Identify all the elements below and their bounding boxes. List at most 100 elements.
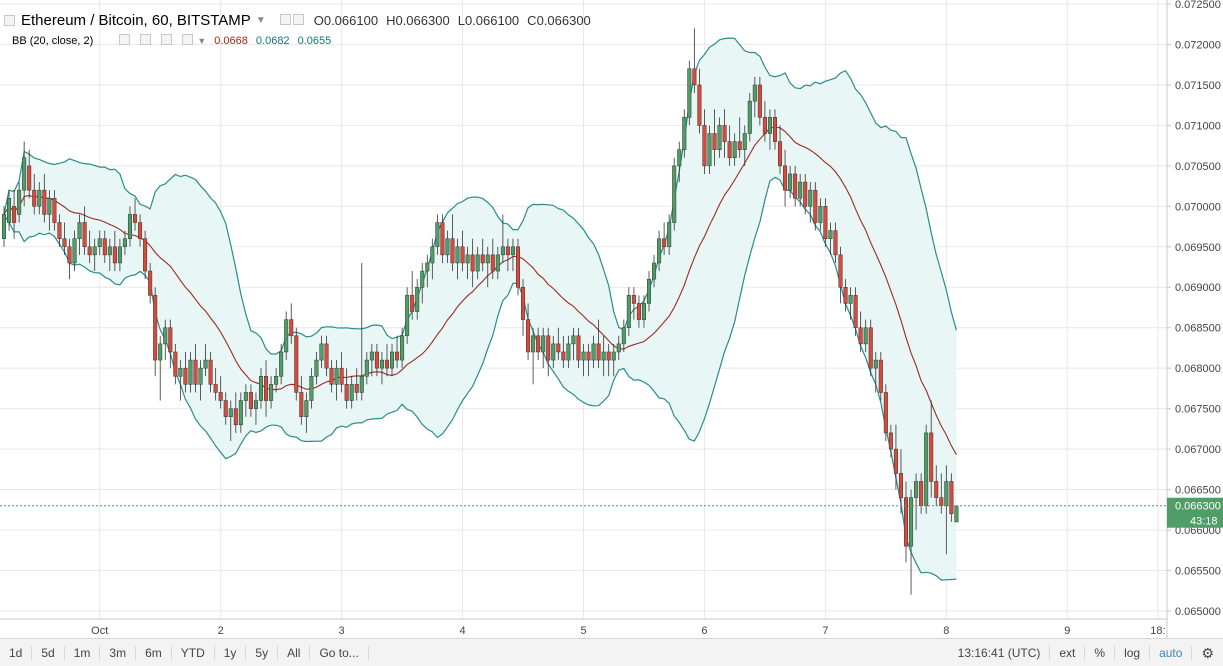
eye-icon[interactable]: [279, 13, 293, 28]
candle-body: [389, 351, 395, 369]
candle-body: [57, 222, 62, 239]
indicator-settings-icon[interactable]: [132, 34, 153, 48]
candle-body: [672, 165, 677, 223]
ext-toggle[interactable]: ext: [1049, 645, 1084, 660]
range-1d[interactable]: 1d: [0, 645, 33, 660]
candle-body: [148, 270, 153, 296]
indicator-label[interactable]: BB (20, close, 2): [12, 35, 94, 47]
candle-body: [828, 230, 833, 239]
candle-body: [153, 295, 158, 361]
candle-body: [218, 392, 223, 401]
bottom-toolbar: 1d 5d 1m 3m 6m YTD 1y 5y All Go to... 13…: [0, 638, 1223, 666]
candle-body: [521, 286, 526, 320]
range-all[interactable]: All: [278, 645, 311, 660]
candle-body: [47, 197, 52, 215]
log-toggle[interactable]: log: [1114, 645, 1149, 660]
range-5y[interactable]: 5y: [246, 645, 279, 660]
y-tick-label: 0.071000: [1175, 120, 1221, 132]
candle-body: [883, 392, 888, 434]
candle-body: [183, 367, 188, 385]
candle-body: [369, 351, 374, 361]
candle-body: [667, 222, 672, 248]
candle-body: [626, 295, 631, 328]
candle-body: [344, 384, 349, 401]
range-3m[interactable]: 3m: [100, 645, 137, 660]
range-1m[interactable]: 1m: [65, 645, 101, 660]
candle-body: [465, 254, 470, 264]
settings-icon[interactable]: [292, 13, 306, 28]
candle-body: [279, 351, 284, 377]
candle-body: [445, 238, 450, 256]
chevron-down-icon[interactable]: ▼: [255, 15, 266, 26]
candle-body: [319, 343, 324, 361]
candle-body: [737, 141, 742, 150]
candle-body: [12, 206, 17, 223]
indicator-close-icon[interactable]: [174, 34, 195, 48]
candle-body: [556, 343, 561, 353]
x-tick-label: 18:: [1150, 625, 1165, 637]
candle-body: [778, 141, 783, 167]
collapse-icon[interactable]: [4, 15, 15, 26]
candle-body: [435, 222, 440, 248]
percent-toggle[interactable]: %: [1084, 645, 1114, 660]
range-5d[interactable]: 5d: [32, 645, 65, 660]
indicator-add-icon[interactable]: [153, 34, 174, 48]
y-tick-label: 0.068000: [1175, 363, 1221, 375]
clock-time[interactable]: 13:16:41 (UTC): [957, 645, 1041, 660]
symbol-title[interactable]: Ethereum / Bitcoin, 60, BITSTAMP: [21, 12, 251, 29]
candle-body: [77, 222, 82, 239]
ohlc-close-value: 0.066300: [536, 13, 591, 28]
candle-body: [747, 100, 752, 134]
gear-icon[interactable]: ⚙: [1191, 645, 1223, 660]
candle-body: [304, 400, 309, 417]
range-6m[interactable]: 6m: [136, 645, 172, 660]
candle-body: [420, 270, 425, 288]
indicator-chevron-icon[interactable]: ▼: [197, 36, 207, 46]
goto-button[interactable]: Go to...: [310, 645, 369, 660]
upper-band: [3, 37, 957, 355]
candle-body: [712, 133, 717, 150]
candle-body: [248, 392, 253, 409]
candle-body: [566, 343, 571, 361]
y-tick-label: 0.067000: [1175, 444, 1221, 456]
candle-body: [27, 165, 32, 191]
candle-body: [934, 481, 939, 498]
candle-body: [762, 117, 767, 134]
candle-body: [1, 214, 7, 239]
candle-body: [505, 246, 510, 256]
candle-body: [652, 262, 657, 280]
candle-body: [742, 133, 747, 150]
candle-body: [133, 214, 138, 223]
range-ytd[interactable]: YTD: [172, 645, 215, 660]
candle-body: [289, 319, 294, 337]
candles: [1, 28, 959, 595]
auto-toggle[interactable]: auto: [1149, 645, 1191, 660]
candle-body: [42, 189, 47, 215]
candle-body: [415, 286, 420, 312]
candle-body: [944, 481, 949, 506]
price-axis[interactable]: 0.072500 0.072000 0.071500 0.071000 0.070500…: [1167, 0, 1221, 618]
candle-body: [349, 384, 354, 401]
candle-body: [732, 141, 737, 159]
candle-body: [213, 384, 218, 393]
candle-body: [621, 327, 626, 345]
bb-basis-value: 0.0668: [214, 35, 248, 47]
range-1y[interactable]: 1y: [215, 645, 247, 660]
candle-body: [52, 197, 57, 223]
candle-body: [954, 505, 959, 523]
candle-body: [374, 351, 379, 369]
indicator-legend: BB (20, close, 2) ▼ 0.0668 0.0682 0.0655: [4, 34, 331, 48]
candle-body: [576, 335, 581, 361]
time-axis[interactable]: Oct 2 3 4 5 6 7 8 9 18:: [91, 625, 1165, 637]
candle-body: [515, 246, 521, 288]
candle-body: [808, 189, 813, 207]
x-tick-label: 2: [218, 625, 224, 637]
candle-body: [490, 254, 495, 272]
band-fill: [4, 38, 957, 580]
candle-body: [606, 351, 611, 361]
candle-body: [102, 238, 107, 256]
candle-body: [324, 343, 329, 369]
chart-canvas[interactable]: 0.072500 0.072000 0.071500 0.071000 0.070500…: [0, 0, 1223, 638]
indicator-eye-icon[interactable]: [111, 34, 132, 48]
candle-body: [223, 400, 228, 417]
